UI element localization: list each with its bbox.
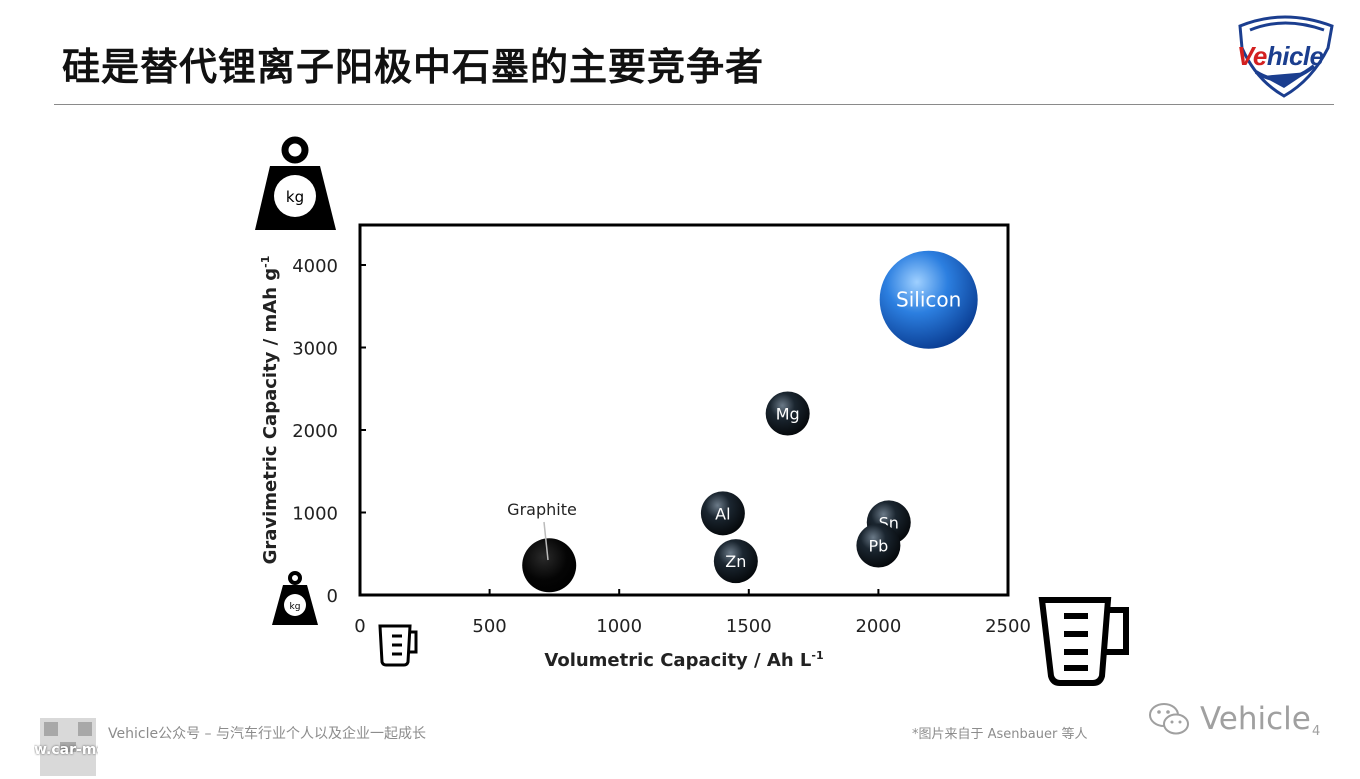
weight-kg-small-icon: kg <box>272 571 318 625</box>
point-label-silicon: Silicon <box>896 288 961 312</box>
x-tick-label: 0 <box>354 616 365 637</box>
x-tick-label: 1500 <box>726 616 772 637</box>
vehicle-logo-icon <box>1238 15 1334 98</box>
x-axis-label: Volumetric Capacity / Ah L-1 <box>544 649 823 671</box>
point-label-mg: Mg <box>776 405 800 424</box>
slide-title: 硅是替代锂离子阳极中石墨的主要竞争者 <box>62 45 765 89</box>
footer-watermark-text: w.car-me <box>34 742 98 758</box>
point-label-zn: Zn <box>725 552 746 571</box>
x-tick-label: 500 <box>472 616 506 637</box>
y-axis-ticks: 0 1000 2000 3000 4000 <box>292 256 366 607</box>
y-tick-label: 1000 <box>292 504 338 525</box>
beaker-small-icon <box>378 624 418 667</box>
y-axis-label: Gravimetric Capacity / mAh g-1 <box>259 256 281 565</box>
plot-frame <box>358 223 1010 597</box>
point-label-al: Al <box>715 504 730 523</box>
x-tick-label: 1000 <box>596 616 642 637</box>
graphite-leader-line <box>543 521 549 561</box>
weight-kg-large-icon: kg <box>255 136 336 230</box>
y-axis-label-sup: -1 <box>259 256 272 268</box>
footer-left-text: Vehicle公众号 – 与汽车行业个人以及企业一起成长 <box>108 726 426 742</box>
y-tick-label: 2000 <box>292 421 338 442</box>
point-silicon <box>879 250 978 349</box>
weight-large-label: kg <box>286 188 304 206</box>
brand-mark: Vehicle <box>1148 700 1311 738</box>
point-mg <box>765 391 810 436</box>
point-zn <box>713 539 758 584</box>
y-tick-label: 3000 <box>292 339 338 360</box>
title-divider <box>54 104 1334 105</box>
logo-text-red: Ve <box>1237 41 1267 71</box>
x-tick-label: 2500 <box>985 616 1031 637</box>
x-axis-ticks: 0 500 1000 1500 2000 2500 <box>354 589 1031 637</box>
weight-small-label: kg <box>290 602 301 612</box>
vehicle-logo-text: Vehicle <box>1237 41 1324 72</box>
x-tick-label: 2000 <box>855 616 901 637</box>
point-pb <box>856 523 901 568</box>
footer-source-text: *图片来自于 Asenbauer 等人 <box>912 727 1088 742</box>
page-number: 4 <box>1312 724 1321 739</box>
qr-code <box>40 718 96 776</box>
logo-text-blue: hicle <box>1266 41 1324 71</box>
brand-name: Vehicle <box>1200 700 1311 737</box>
x-axis-label-sup: -1 <box>811 649 823 662</box>
graphite-annotation: Graphite <box>507 500 577 519</box>
wechat-icon <box>1149 703 1189 735</box>
beaker-large-icon <box>1038 597 1129 686</box>
y-tick-label: 0 <box>327 586 338 607</box>
point-label-pb: Pb <box>868 537 888 556</box>
point-graphite <box>522 538 577 593</box>
y-tick-label: 4000 <box>292 256 338 277</box>
point-al <box>700 491 745 536</box>
